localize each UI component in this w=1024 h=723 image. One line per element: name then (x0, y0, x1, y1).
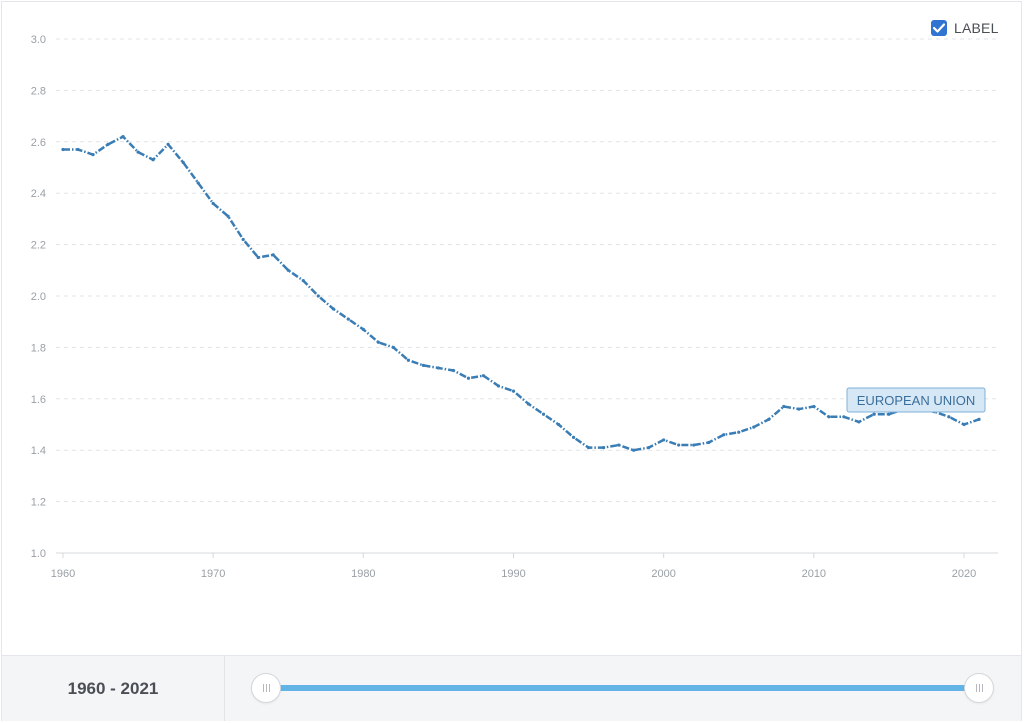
time-range-footer: 1960 - 2021 (2, 655, 1021, 721)
data-point (602, 446, 606, 450)
data-point (121, 135, 125, 139)
data-point (677, 443, 681, 447)
data-point (406, 358, 410, 362)
y-tick-label: 1.0 (31, 548, 46, 560)
data-point (166, 142, 170, 146)
data-point (977, 417, 981, 421)
data-point (752, 425, 756, 429)
range-display: 1960 - 2021 (2, 656, 225, 721)
data-point (662, 438, 666, 442)
x-tick-label: 2010 (802, 568, 826, 580)
data-point (271, 253, 275, 257)
data-point (797, 407, 801, 411)
y-tick-label: 1.2 (31, 497, 46, 509)
grip-icon (975, 684, 983, 692)
data-point (346, 317, 350, 321)
x-tick-label: 1970 (201, 568, 225, 580)
data-point (151, 158, 155, 162)
data-point (226, 214, 230, 218)
data-point (827, 415, 831, 419)
data-point (391, 345, 395, 349)
data-point (481, 374, 486, 378)
data-point (136, 150, 140, 154)
label-checkbox[interactable] (931, 20, 947, 36)
label-toggle[interactable]: LABEL (931, 19, 999, 37)
data-point (91, 153, 95, 157)
data-point (647, 446, 651, 450)
x-tick-label: 2000 (651, 568, 675, 580)
data-point (962, 422, 966, 427)
x-tick-label: 1980 (351, 568, 375, 580)
data-point (76, 147, 80, 152)
data-point (286, 268, 290, 272)
data-point (812, 404, 816, 409)
data-point (61, 147, 65, 152)
data-point (211, 201, 215, 206)
data-point (722, 433, 726, 437)
data-point (692, 443, 696, 447)
grip-icon (262, 684, 270, 692)
data-point (421, 363, 425, 367)
data-point (376, 340, 380, 344)
y-tick-label: 2.8 (31, 85, 46, 97)
data-point (541, 412, 546, 416)
label-toggle-text: LABEL (954, 20, 999, 36)
data-point (301, 278, 305, 283)
data-point (316, 294, 320, 298)
data-point (872, 412, 876, 416)
y-tick-label: 1.4 (31, 445, 46, 457)
data-point (511, 389, 516, 393)
y-tick-label: 2.2 (31, 240, 46, 252)
x-tick-label: 2020 (952, 568, 976, 580)
range-start-handle[interactable] (251, 673, 281, 703)
data-point (887, 412, 891, 416)
data-point (106, 142, 110, 146)
data-point (767, 417, 771, 421)
data-point (496, 384, 501, 388)
y-tick-label: 2.0 (31, 291, 46, 303)
data-point (782, 404, 786, 409)
data-point (331, 307, 335, 311)
y-tick-label: 1.6 (31, 394, 46, 406)
data-point (436, 366, 441, 370)
y-tick-label: 2.6 (31, 137, 46, 149)
y-tick-label: 2.4 (31, 188, 46, 200)
range-slider-track[interactable] (266, 685, 982, 691)
series-label: EUROPEAN UNION (846, 387, 986, 413)
line-chart: 1.0 1.2 1.4 1.6 1.8 2.0 2.2 2.4 2.6 2.8 3.0 1960 19… (31, 34, 998, 580)
data-point (571, 435, 576, 439)
x-tick-label: 1960 (51, 568, 75, 580)
series-label-box (846, 387, 986, 413)
data-point (842, 415, 846, 419)
data-point (617, 443, 621, 447)
data-point (586, 446, 591, 450)
data-point (361, 327, 365, 332)
data-point (451, 368, 456, 373)
series-label-text: EUROPEAN UNION (857, 393, 975, 408)
data-point (556, 422, 561, 427)
data-point (466, 376, 471, 380)
data-point (256, 255, 260, 260)
data-point (241, 237, 245, 242)
y-tick-label: 1.8 (31, 342, 46, 354)
data-point (737, 430, 741, 434)
data-point (196, 181, 200, 185)
x-tick-label: 1990 (501, 568, 525, 580)
y-tick-label: 3.0 (31, 34, 46, 46)
data-point (526, 402, 531, 406)
data-point (857, 420, 861, 424)
range-end-handle[interactable] (964, 673, 994, 703)
checkmark-icon (933, 23, 945, 33)
data-point (707, 440, 711, 445)
series-line (63, 135, 980, 452)
data-point (947, 415, 951, 419)
data-point (181, 160, 185, 164)
range-text: 1960 - 2021 (67, 678, 159, 698)
data-point (632, 448, 636, 452)
